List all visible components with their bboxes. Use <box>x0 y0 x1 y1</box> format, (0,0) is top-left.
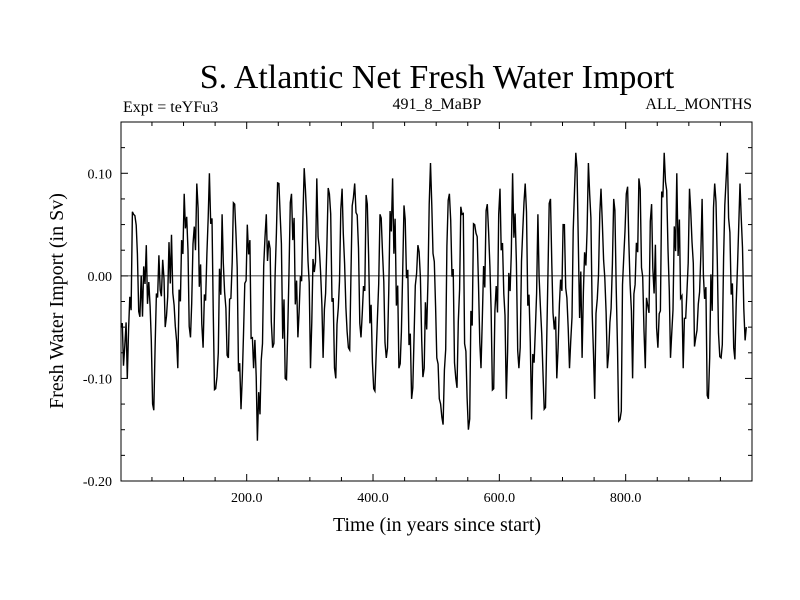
y-axis-label: Fresh Water Import (in Sv) <box>46 193 68 409</box>
chart-subtitle-left: Expt = teYFu3 <box>123 99 218 116</box>
y-axis-ticks: -0.20 -0.10 0.00 0.10 <box>83 147 752 490</box>
x-tick-label: 400.0 <box>357 491 389 506</box>
y-tick-label: -0.10 <box>83 372 112 387</box>
chart-subtitle-right: ALL_MONTHS <box>645 96 752 113</box>
x-axis-ticks: 200.0 400.0 600.0 800.0 <box>151 122 721 506</box>
x-axis-label: Time (in years since start) <box>333 514 541 536</box>
x-tick-label: 600.0 <box>484 491 516 506</box>
x-tick-label: 800.0 <box>610 491 642 506</box>
y-tick-label: 0.10 <box>88 167 113 182</box>
y-tick-label: 0.00 <box>88 270 113 285</box>
x-tick-label: 200.0 <box>231 491 263 506</box>
chart-title: S. Atlantic Net Fresh Water Import <box>200 59 675 96</box>
plot-frame <box>120 121 753 482</box>
series-line <box>120 152 747 441</box>
y-tick-label: -0.20 <box>83 475 112 490</box>
series-layer <box>120 152 747 441</box>
chart-subtitle-center: 491_8_MaBP <box>393 96 482 113</box>
